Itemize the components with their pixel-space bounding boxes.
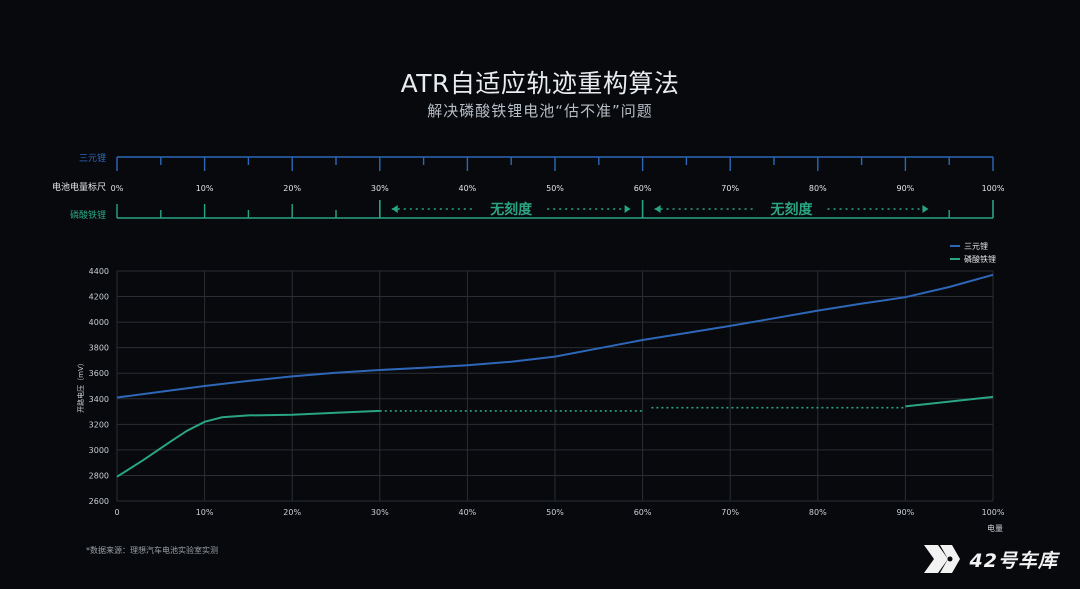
x-tick-label: 0: [114, 508, 119, 517]
y-axis-title: 开路电压（mV）: [76, 359, 85, 413]
data-source-footnote: *数据来源：理想汽车电池实验室实测: [86, 546, 218, 555]
page-title: ATR自适应轨迹重构算法: [400, 69, 680, 98]
x-tick-label: 40%: [459, 508, 477, 517]
ruler-tick-label: 60%: [634, 184, 652, 193]
x-tick-label: 10%: [196, 508, 214, 517]
x-tick-label: 20%: [283, 508, 301, 517]
ruler-tick-label: 10%: [196, 184, 214, 193]
x-tick-label: 100%: [982, 508, 1005, 517]
ruler-tick-label: 90%: [897, 184, 915, 193]
y-tick-label: 4400: [89, 267, 109, 276]
no-scale-label: 无刻度: [770, 201, 814, 218]
x-tick-label: 70%: [721, 508, 739, 517]
arrowhead-left-icon: [391, 205, 398, 213]
y-tick-label: 3400: [89, 395, 109, 404]
ncm-ruler-label: 三元锂: [79, 152, 106, 164]
ruler-tick-label: 80%: [809, 184, 827, 193]
logo-42-icon: [923, 545, 960, 573]
y-tick-label: 3600: [89, 369, 109, 378]
y-tick-label: 4000: [89, 318, 109, 327]
ruler-tick-label: 40%: [459, 184, 477, 193]
ruler-tick-label: 0%: [111, 184, 124, 193]
no-scale-label: 无刻度: [489, 201, 533, 218]
x-tick-label: 30%: [371, 508, 389, 517]
x-tick-label: 50%: [546, 508, 564, 517]
legend-label: 磷酸铁锂: [964, 254, 996, 264]
y-tick-label: 4200: [89, 293, 109, 302]
legend-label: 三元锂: [964, 241, 988, 251]
arrowhead-right-icon: [922, 205, 929, 213]
ruler-tick-label: 70%: [721, 184, 739, 193]
arrowhead-left-icon: [654, 205, 661, 213]
x-tick-label: 90%: [897, 508, 915, 517]
y-tick-label: 3000: [89, 446, 109, 455]
watermark-text: 42号车库: [969, 549, 1058, 572]
ruler-tick-label: 50%: [546, 184, 564, 193]
series-line-lfp-tail: [905, 395, 994, 408]
arrowhead-right-icon: [624, 205, 631, 213]
x-axis-title: 电量: [987, 523, 1003, 533]
series-line-lfp: [116, 409, 380, 478]
ruler-tick-label: 20%: [283, 184, 301, 193]
x-tick-label: 80%: [809, 508, 827, 517]
y-tick-label: 2600: [89, 497, 109, 506]
scale-ruler-label: 电池电量标尺: [52, 181, 106, 193]
x-tick-label: 60%: [634, 508, 652, 517]
y-tick-label: 2800: [89, 471, 109, 480]
series-line-ncm: [116, 273, 994, 399]
y-tick-label: 3200: [89, 420, 109, 429]
watermark: 42号车库: [922, 541, 1058, 577]
page-subtitle: 解决磷酸铁锂电池“估不准”问题: [427, 102, 653, 120]
lfp-ruler-label: 磷酸铁锂: [70, 209, 106, 221]
ruler-tick-label: 100%: [982, 184, 1005, 193]
y-tick-label: 3800: [89, 344, 109, 353]
ruler-tick-label: 30%: [371, 184, 389, 193]
